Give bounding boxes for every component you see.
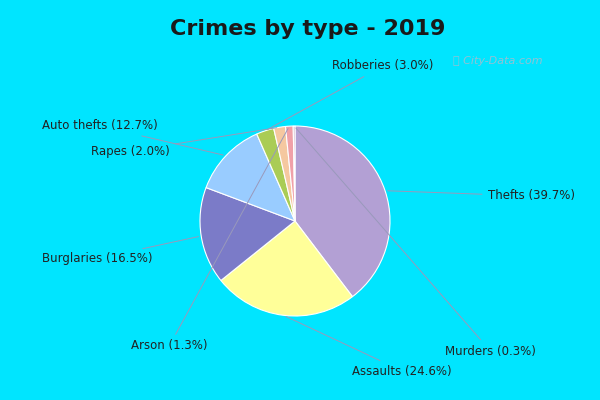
Title: Crimes by type - 2019: Crimes by type - 2019 [170, 19, 445, 39]
Wedge shape [286, 126, 295, 221]
Wedge shape [295, 126, 390, 297]
Text: Auto thefts (12.7%): Auto thefts (12.7%) [42, 120, 223, 155]
Text: Arson (1.3%): Arson (1.3%) [131, 129, 288, 352]
Wedge shape [200, 188, 295, 280]
Text: Burglaries (16.5%): Burglaries (16.5%) [42, 236, 199, 265]
Wedge shape [293, 126, 295, 221]
Text: Murders (0.3%): Murders (0.3%) [296, 128, 536, 358]
Wedge shape [221, 221, 352, 316]
Wedge shape [274, 126, 295, 221]
Wedge shape [257, 128, 295, 221]
Wedge shape [206, 134, 295, 221]
Text: ⓘ City-Data.com: ⓘ City-Data.com [453, 56, 542, 66]
Text: Rapes (2.0%): Rapes (2.0%) [91, 128, 277, 158]
Text: Robberies (3.0%): Robberies (3.0%) [268, 60, 434, 130]
Text: Assaults (24.6%): Assaults (24.6%) [286, 316, 452, 378]
Text: Thefts (39.7%): Thefts (39.7%) [388, 190, 575, 202]
